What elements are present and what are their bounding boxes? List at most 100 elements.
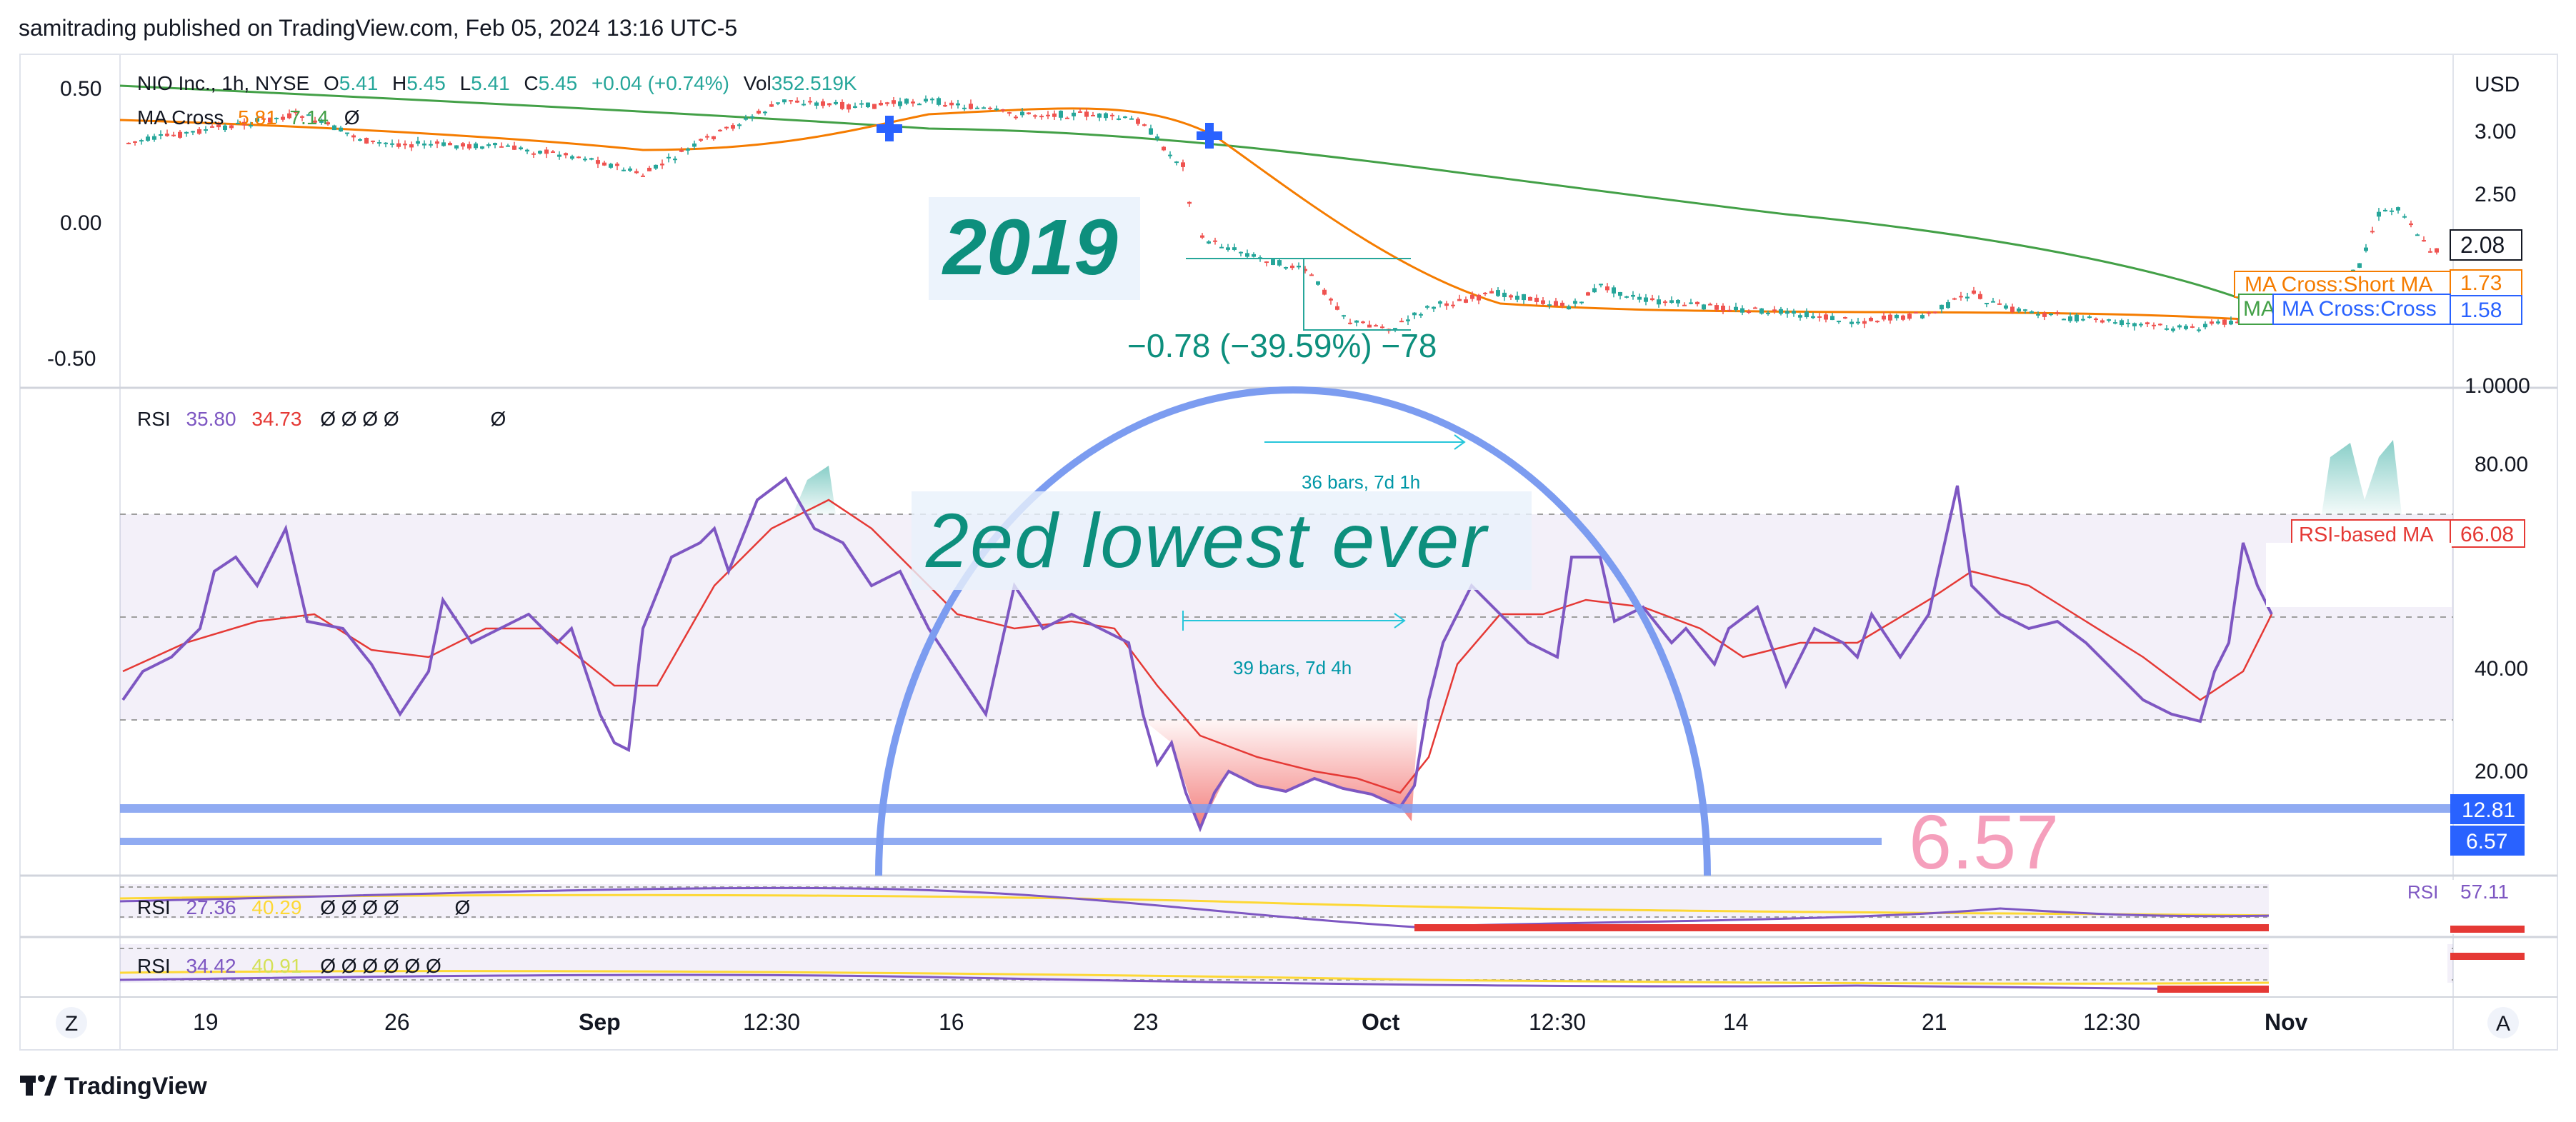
candle-body bbox=[1759, 308, 1764, 314]
cross-price-label: 1.58 bbox=[2460, 299, 2502, 322]
time-label-oct: Oct bbox=[1362, 1009, 1400, 1035]
candle-body bbox=[564, 153, 568, 156]
candle-body bbox=[146, 136, 150, 141]
cross-price-box bbox=[2450, 295, 2522, 325]
candle-body bbox=[1830, 316, 1834, 321]
candle-body bbox=[1547, 304, 1552, 306]
candle-body bbox=[1586, 292, 1590, 296]
candle-body bbox=[2145, 322, 2150, 324]
candle-body bbox=[795, 100, 799, 103]
rsi3-red-bar bbox=[2157, 986, 2272, 993]
candle-body bbox=[422, 143, 426, 146]
rsi-ma-line-label-box bbox=[2291, 519, 2451, 548]
candle-body bbox=[994, 108, 999, 111]
price-range-measure-tool[interactable]: −0.78 (−39.59%) −78 bbox=[1127, 258, 1437, 364]
publisher-line: samitrading published on TradingView.com… bbox=[19, 15, 737, 41]
candle-body bbox=[712, 136, 716, 139]
candle-body bbox=[1464, 299, 1468, 303]
candle-body bbox=[1637, 296, 1642, 300]
lowest-annotation: 2ed lowest ever bbox=[925, 497, 1489, 583]
candle-body bbox=[943, 105, 947, 107]
candle-body bbox=[1682, 304, 1687, 306]
candle-body bbox=[866, 102, 870, 108]
price-pane[interactable]: −0.78 (−39.59%) −78 2019 NIO Inc., 1h, N… bbox=[47, 72, 2530, 398]
candle-body bbox=[1811, 316, 1815, 319]
date-range-tool-2[interactable]: 39 bars, 7d 4h bbox=[1182, 611, 1406, 678]
candle-body bbox=[204, 129, 208, 131]
candle-body bbox=[2049, 314, 2053, 316]
time-label-19: 19 bbox=[193, 1009, 219, 1035]
candle-body bbox=[1207, 241, 1211, 244]
ma-short-line bbox=[119, 107, 2358, 321]
candle-body bbox=[924, 99, 928, 102]
candle-body bbox=[1412, 312, 1417, 316]
rsi3-ma-line bbox=[119, 970, 2272, 985]
candle-body bbox=[1348, 322, 1352, 324]
candle-body bbox=[1046, 114, 1050, 116]
rsi-pane[interactable]: 36 bars, 7d 1h 39 bars, 7d 4h 2ed lowest… bbox=[120, 386, 2528, 885]
left-axis-label-mid: 0.00 bbox=[60, 211, 101, 235]
candle-body bbox=[1200, 235, 1204, 238]
time-axis[interactable]: 19 26 Sep 12:30 16 23 Oct 12:30 14 21 12… bbox=[193, 1009, 2308, 1035]
candle-body bbox=[249, 125, 253, 127]
candle-body bbox=[1849, 321, 1854, 324]
candle-body bbox=[2190, 326, 2195, 328]
candle-body bbox=[930, 99, 934, 101]
candle-body bbox=[1425, 306, 1429, 308]
candle-body bbox=[1232, 247, 1237, 250]
candle-body bbox=[724, 126, 729, 129]
candle-body bbox=[1014, 116, 1018, 119]
candle-body bbox=[371, 140, 375, 142]
candle-body bbox=[776, 102, 780, 104]
candle-body bbox=[1798, 315, 1802, 318]
a-button[interactable]: A bbox=[2487, 1007, 2519, 1038]
time-label-16: 16 bbox=[939, 1009, 964, 1035]
candle-body bbox=[159, 134, 163, 136]
time-label-1230-a: 12:30 bbox=[743, 1009, 800, 1035]
candle-body bbox=[2017, 308, 2021, 312]
candle-body bbox=[1142, 124, 1147, 126]
candle-body bbox=[512, 145, 516, 150]
candle-body bbox=[2100, 320, 2105, 323]
candle-body bbox=[911, 101, 915, 104]
currency-label[interactable]: USD bbox=[2475, 73, 2520, 96]
candle-body bbox=[261, 118, 266, 120]
candle-body bbox=[1367, 324, 1372, 328]
candle-body bbox=[1187, 201, 1192, 204]
candle-body bbox=[1888, 314, 1892, 321]
candle-body bbox=[898, 101, 902, 106]
date-range-tool-1[interactable]: 36 bars, 7d 1h bbox=[1264, 434, 1466, 493]
rsi-axis-40: 40.00 bbox=[2475, 657, 2528, 681]
candle-body bbox=[1554, 301, 1558, 306]
rsi-pane-2[interactable]: RSI 27.36 40.29 Ø Ø Ø Ø Ø RSI 57.11 bbox=[119, 880, 2525, 934]
cross-marker-1 bbox=[877, 116, 902, 141]
candle-body bbox=[1618, 291, 1622, 296]
candle-body bbox=[1354, 320, 1359, 323]
candle-body bbox=[1894, 314, 1899, 319]
candle-body bbox=[1284, 266, 1288, 269]
candle-body bbox=[969, 104, 973, 109]
ma-long-line bbox=[119, 84, 2272, 312]
candle-body bbox=[1734, 306, 1738, 310]
z-button[interactable]: Z bbox=[56, 1007, 87, 1038]
candle-body bbox=[1155, 136, 1159, 139]
candle-body bbox=[165, 134, 169, 136]
candle-body bbox=[1914, 311, 1918, 314]
rsi2-right-label: RSI bbox=[2407, 881, 2438, 903]
candle-body bbox=[1149, 128, 1153, 135]
candle-body bbox=[834, 101, 838, 104]
candle-body bbox=[480, 146, 484, 149]
candle-body bbox=[1676, 299, 1680, 304]
candle-body bbox=[2075, 314, 2079, 322]
candle-body bbox=[506, 145, 510, 147]
candle-body bbox=[1856, 321, 1860, 324]
tradingview-logo[interactable]: TradingView bbox=[20, 1073, 207, 1100]
candle-body bbox=[782, 99, 787, 103]
candle-body bbox=[2409, 223, 2413, 226]
candle-body bbox=[1650, 298, 1654, 301]
candle-body bbox=[319, 119, 324, 123]
circle-drawing[interactable] bbox=[875, 386, 1711, 876]
tv-logo-icon bbox=[20, 1075, 57, 1096]
candle-body bbox=[1477, 294, 1481, 301]
rsi-pane-3[interactable]: RSI 34.42 40.91 Ø Ø Ø Ø Ø Ø bbox=[119, 941, 2525, 994]
